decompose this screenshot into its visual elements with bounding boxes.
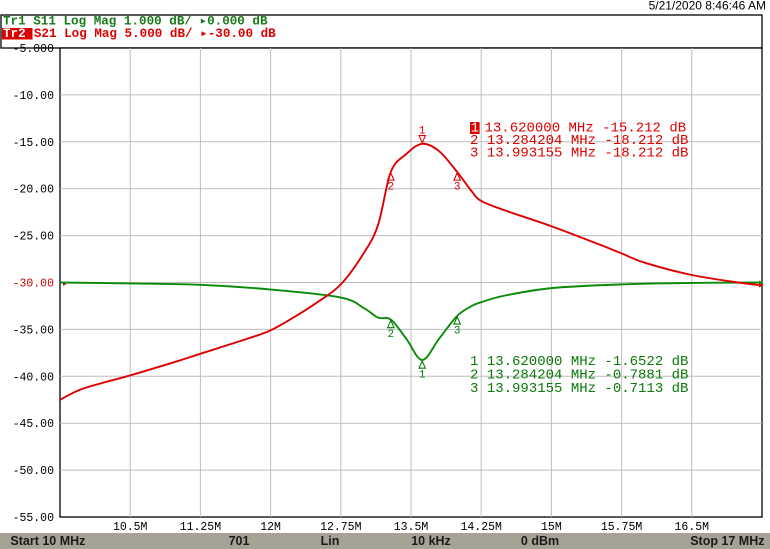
svg-text:-10.00: -10.00 [13, 90, 55, 103]
svg-text:1: 1 [419, 125, 426, 137]
svg-text:Start 10 MHz: Start 10 MHz [10, 534, 85, 548]
svg-text:1: 1 [419, 369, 426, 381]
svg-text:2: 2 [387, 329, 394, 341]
svg-text:-15.00: -15.00 [13, 137, 55, 150]
svg-text:16.5M: 16.5M [675, 521, 710, 534]
svg-text:Lin: Lin [321, 534, 340, 548]
svg-text:13.5M: 13.5M [394, 521, 429, 534]
svg-text:-55.00: -55.00 [13, 512, 55, 525]
svg-text:5/21/2020 8:46:46 AM: 5/21/2020 8:46:46 AM [649, 0, 766, 13]
svg-text:0 dBm: 0 dBm [521, 534, 559, 548]
svg-text:10 kHz: 10 kHz [411, 534, 451, 548]
svg-text:10.5M: 10.5M [113, 521, 148, 534]
svg-text:-50.00: -50.00 [13, 465, 55, 478]
svg-text:▸: ▸ [62, 280, 67, 290]
svg-text:14.25M: 14.25M [460, 521, 502, 534]
svg-text:-30.00: -30.00 [13, 278, 55, 291]
svg-text:-45.00: -45.00 [13, 418, 55, 431]
svg-text:12.75M: 12.75M [320, 521, 362, 534]
svg-text:3: 3 [454, 181, 461, 193]
svg-text:701: 701 [229, 534, 250, 548]
svg-text:Stop 17 MHz: Stop 17 MHz [690, 534, 764, 548]
svg-text:-25.00: -25.00 [13, 231, 55, 244]
svg-text:3 13.993155 MHz -18.212 dB: 3 13.993155 MHz -18.212 dB [470, 146, 688, 162]
svg-text:-40.00: -40.00 [13, 371, 55, 384]
svg-text:-20.00: -20.00 [13, 184, 55, 197]
svg-text:3 13.993155 MHz -0.7113 dB: 3 13.993155 MHz -0.7113 dB [470, 381, 688, 397]
svg-text:3: 3 [454, 325, 461, 337]
svg-text:Tr2: Tr2 [3, 27, 26, 41]
svg-text:15M: 15M [541, 521, 562, 534]
svg-text:-35.00: -35.00 [13, 324, 55, 337]
svg-text:-5.000: -5.000 [13, 43, 55, 56]
svg-text:15.75M: 15.75M [601, 521, 643, 534]
svg-text:12M: 12M [260, 521, 281, 534]
svg-text:2: 2 [387, 181, 394, 193]
svg-text:11.25M: 11.25M [180, 521, 222, 534]
svg-text:S21 Log Mag 5.000 dB/ ▸-30.00: S21 Log Mag 5.000 dB/ ▸-30.00 dB [26, 27, 276, 41]
